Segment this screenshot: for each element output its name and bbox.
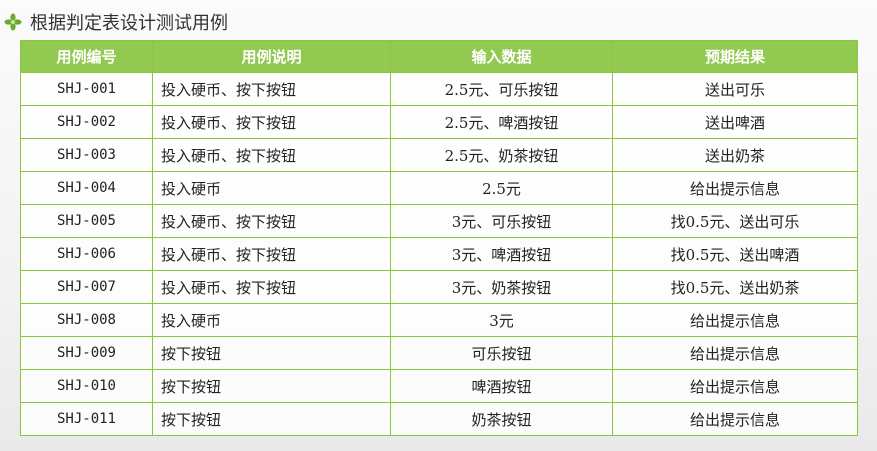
- table-cell: 给出提示信息: [612, 369, 858, 403]
- table-cell: 送出奶茶: [612, 138, 858, 172]
- column-header: 输入数据: [390, 40, 613, 73]
- table-cell: SHJ-004: [20, 171, 153, 205]
- table-cell: 给出提示信息: [612, 336, 858, 370]
- table-cell: SHJ-008: [20, 303, 153, 337]
- table-row: SHJ-011 按下按钮 奶茶按钮 给出提示信息: [20, 402, 858, 436]
- table-cell: 按下按钮: [152, 369, 391, 403]
- column-header: 用例说明: [152, 40, 391, 73]
- table-row: SHJ-008 投入硬币 3元 给出提示信息: [20, 303, 858, 337]
- table-cell: 给出提示信息: [612, 303, 858, 337]
- table-row: SHJ-007 投入硬币、按下按钮 3元、奶茶按钮 找0.5元、送出奶茶: [20, 270, 858, 304]
- column-header: 预期结果: [612, 40, 858, 73]
- table-cell: 按下按钮: [152, 336, 391, 370]
- table-row: SHJ-009 按下按钮 可乐按钮 给出提示信息: [20, 336, 858, 370]
- table-row: SHJ-006 投入硬币、按下按钮 3元、啤酒按钮 找0.5元、送出啤酒: [20, 237, 858, 271]
- table-cell: SHJ-005: [20, 204, 153, 238]
- table-cell: SHJ-010: [20, 369, 153, 403]
- table-cell: SHJ-009: [20, 336, 153, 370]
- table-cell: 2.5元、可乐按钮: [390, 72, 613, 106]
- table-cell: 给出提示信息: [612, 402, 858, 436]
- table-cell: 投入硬币、按下按钮: [152, 105, 391, 139]
- slide-title: 根据判定表设计测试用例: [30, 13, 228, 34]
- table-cell: 投入硬币: [152, 171, 391, 205]
- table-cell: 可乐按钮: [390, 336, 613, 370]
- test-case-table: 用例编号 用例说明 输入数据 预期结果 SHJ-001 投入硬币、按下按钮 2.5元、可乐…: [20, 40, 858, 436]
- table-cell: 啤酒按钮: [390, 369, 613, 403]
- table-cell: 3元、可乐按钮: [390, 204, 613, 238]
- table-row: SHJ-005 投入硬币、按下按钮 3元、可乐按钮 找0.5元、送出可乐: [20, 204, 858, 238]
- table-cell: 找0.5元、送出可乐: [612, 204, 858, 238]
- table-cell: SHJ-003: [20, 138, 153, 172]
- table-cell: 3元、奶茶按钮: [390, 270, 613, 304]
- table-cell: 3元: [390, 303, 613, 337]
- title-row: 根据判定表设计测试用例: [4, 8, 228, 36]
- table-cell: SHJ-002: [20, 105, 153, 139]
- table-cell: 找0.5元、送出啤酒: [612, 237, 858, 271]
- table-cell: SHJ-006: [20, 237, 153, 271]
- table-cell: 按下按钮: [152, 402, 391, 436]
- table-cell: 奶茶按钮: [390, 402, 613, 436]
- table-cell: 送出可乐: [612, 72, 858, 106]
- table-cell: 投入硬币、按下按钮: [152, 138, 391, 172]
- table-cell: 2.5元、奶茶按钮: [390, 138, 613, 172]
- table-row: SHJ-002 投入硬币、按下按钮 2.5元、啤酒按钮 送出啤酒: [20, 105, 858, 139]
- table-cell: 投入硬币、按下按钮: [152, 72, 391, 106]
- table-row: SHJ-001 投入硬币、按下按钮 2.5元、可乐按钮 送出可乐: [20, 72, 858, 106]
- table-cell: 给出提示信息: [612, 171, 858, 205]
- table-cell: 找0.5元、送出奶茶: [612, 270, 858, 304]
- table-cell: SHJ-001: [20, 72, 153, 106]
- header-row: 用例编号 用例说明 输入数据 预期结果: [20, 40, 858, 73]
- table-cell: 2.5元: [390, 171, 613, 205]
- table-cell: 3元、啤酒按钮: [390, 237, 613, 271]
- table-cell: 投入硬币: [152, 303, 391, 337]
- table-row: SHJ-010 按下按钮 啤酒按钮 给出提示信息: [20, 369, 858, 403]
- table-cell: 投入硬币、按下按钮: [152, 204, 391, 238]
- table-row: SHJ-004 投入硬币 2.5元 给出提示信息: [20, 171, 858, 205]
- table-cell: 投入硬币、按下按钮: [152, 237, 391, 271]
- table-cell: 投入硬币、按下按钮: [152, 270, 391, 304]
- table-cell: 2.5元、啤酒按钮: [390, 105, 613, 139]
- table-cell: SHJ-007: [20, 270, 153, 304]
- table-row: SHJ-003 投入硬币、按下按钮 2.5元、奶茶按钮 送出奶茶: [20, 138, 858, 172]
- table-cell: 送出啤酒: [612, 105, 858, 139]
- column-header: 用例编号: [20, 40, 153, 73]
- leaf-icon: [4, 13, 22, 31]
- table-cell: SHJ-011: [20, 402, 153, 436]
